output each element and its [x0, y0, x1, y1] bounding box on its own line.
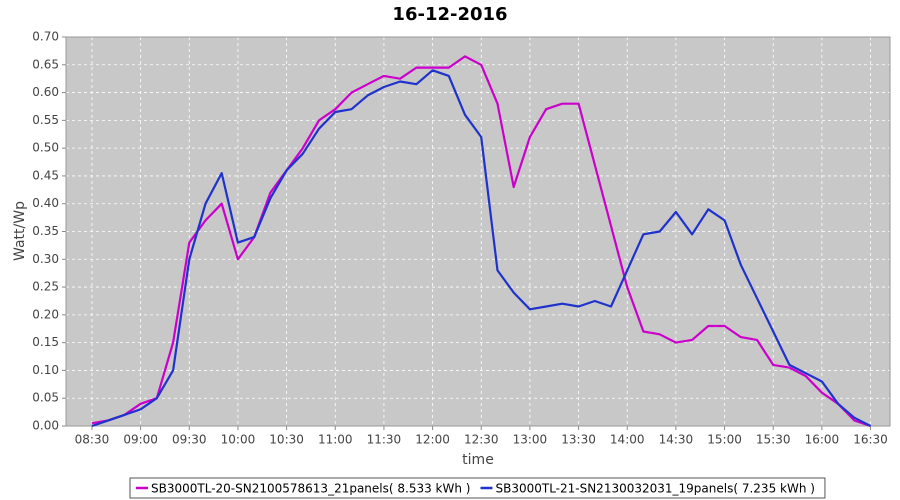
- x-tick-label: 09:00: [123, 433, 158, 447]
- y-tick-label: 0.20: [32, 307, 59, 321]
- x-tick-label: 14:30: [659, 433, 694, 447]
- plot-border: [65, 36, 891, 427]
- y-tick-label: 0.05: [32, 391, 59, 405]
- x-tick-label: 12:30: [464, 433, 499, 447]
- legend-label: SB3000TL-21-SN2130032031_19panels( 7.235…: [495, 482, 814, 496]
- y-tick-label: 0.50: [32, 141, 59, 155]
- series-line: [91, 55, 871, 428]
- y-tick-label: 0.30: [32, 252, 59, 266]
- y-tick-label: 0.15: [32, 335, 59, 349]
- y-tick-label: 0.00: [32, 419, 59, 433]
- legend-box: [129, 477, 826, 499]
- x-tick-label: 11:30: [367, 433, 402, 447]
- x-tick-label: 13:00: [513, 433, 548, 447]
- series-line: [91, 69, 872, 428]
- x-tick-label: 10:00: [221, 433, 256, 447]
- y-tick-label: 0.65: [32, 57, 59, 71]
- chart-title: 16-12-2016: [392, 4, 507, 25]
- y-tick-label: 0.60: [32, 85, 59, 99]
- x-tick-label: 15:00: [707, 433, 742, 447]
- x-tick-label: 10:30: [269, 433, 304, 447]
- y-tick-label: 0.10: [32, 363, 59, 377]
- legend-label: SB3000TL-20-SN2100578613_21panels( 8.533…: [151, 482, 470, 496]
- x-tick-label: 09:30: [172, 433, 207, 447]
- x-tick-label: 11:00: [318, 433, 353, 447]
- x-tick-label: 12:00: [415, 433, 450, 447]
- x-tick-label: 14:00: [610, 433, 645, 447]
- y-tick-label: 0.25: [32, 280, 59, 294]
- x-tick-label: 15:30: [756, 433, 791, 447]
- x-tick-label: 08:30: [75, 433, 110, 447]
- y-axis-label: Watt/Wp: [12, 201, 28, 261]
- y-tick-label: 0.45: [32, 168, 59, 182]
- y-tick-label: 0.70: [32, 30, 59, 44]
- x-tick-label: 13:30: [561, 433, 596, 447]
- y-tick-label: 0.55: [32, 113, 59, 127]
- x-axis-label: time: [462, 452, 494, 468]
- y-tick-label: 0.35: [32, 224, 59, 238]
- y-tick-label: 0.40: [32, 196, 59, 210]
- x-tick-label: 16:30: [853, 433, 888, 447]
- x-tick-label: 16:00: [805, 433, 840, 447]
